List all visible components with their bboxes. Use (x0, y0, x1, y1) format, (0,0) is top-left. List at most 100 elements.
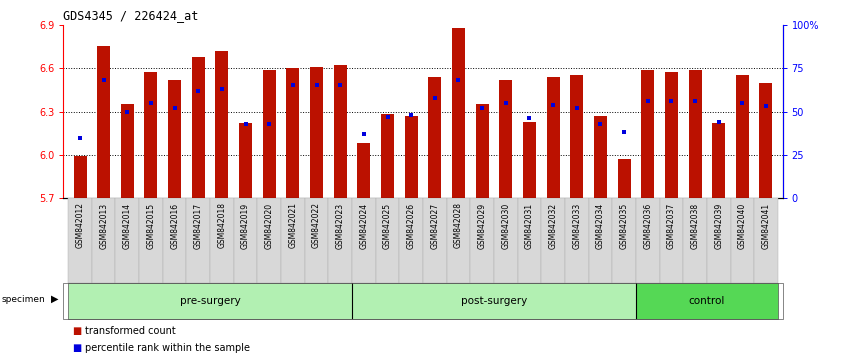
Text: control: control (689, 296, 725, 306)
Bar (352, 283, 636, 319)
Bar (186, 198, 210, 283)
Text: GSM842012: GSM842012 (75, 202, 85, 249)
Bar (570, 75, 583, 198)
Text: GSM842035: GSM842035 (619, 202, 629, 249)
Bar (475, 104, 489, 198)
Text: GSM842026: GSM842026 (407, 202, 415, 249)
Bar (447, 198, 470, 283)
Bar (162, 198, 186, 283)
Bar (470, 198, 494, 283)
Text: GSM842013: GSM842013 (99, 202, 108, 249)
Text: GSM842016: GSM842016 (170, 202, 179, 249)
Bar (239, 123, 252, 198)
Text: GSM842028: GSM842028 (454, 202, 463, 249)
Bar (754, 198, 777, 283)
Bar (69, 198, 92, 283)
Text: GSM842032: GSM842032 (548, 202, 558, 249)
Text: GSM842033: GSM842033 (572, 202, 581, 249)
Bar (404, 116, 418, 198)
Bar (565, 198, 589, 283)
Bar (523, 122, 536, 198)
Bar (665, 73, 678, 198)
Bar (333, 65, 347, 198)
Bar (736, 75, 749, 198)
Bar (613, 198, 636, 283)
Bar (730, 198, 754, 283)
Bar (139, 198, 162, 283)
Bar (452, 28, 465, 198)
Bar (210, 198, 233, 283)
Bar (376, 198, 399, 283)
Bar (541, 198, 565, 283)
Text: transformed count: transformed count (85, 326, 175, 336)
Text: GSM842034: GSM842034 (596, 202, 605, 249)
Bar (263, 70, 276, 198)
Text: GSM842024: GSM842024 (360, 202, 368, 249)
Text: GSM842029: GSM842029 (478, 202, 486, 249)
Text: GSM842017: GSM842017 (194, 202, 203, 249)
Bar (547, 77, 559, 198)
Bar (494, 198, 518, 283)
Bar (641, 70, 654, 198)
Text: GSM842027: GSM842027 (431, 202, 439, 249)
Bar (712, 123, 725, 198)
Bar (216, 51, 228, 198)
Text: GSM842014: GSM842014 (123, 202, 132, 249)
Bar (92, 198, 116, 283)
Text: GSM842038: GSM842038 (690, 202, 700, 249)
Bar (684, 198, 707, 283)
Bar (257, 198, 281, 283)
Text: ▶: ▶ (51, 294, 58, 304)
Text: GSM842031: GSM842031 (525, 202, 534, 249)
Text: post-surgery: post-surgery (461, 296, 527, 306)
Bar (618, 159, 630, 198)
Text: GSM842036: GSM842036 (643, 202, 652, 249)
Text: specimen: specimen (2, 295, 46, 304)
Bar (423, 198, 447, 283)
Bar (233, 198, 257, 283)
Text: GSM842023: GSM842023 (336, 202, 344, 249)
Bar (145, 73, 157, 198)
Bar (74, 156, 86, 198)
Bar (305, 198, 328, 283)
Text: ■: ■ (72, 326, 81, 336)
Text: GSM842039: GSM842039 (714, 202, 723, 249)
Bar (594, 116, 607, 198)
Bar (707, 198, 730, 283)
Bar (328, 198, 352, 283)
Bar (636, 198, 660, 283)
Text: GSM842041: GSM842041 (761, 202, 771, 249)
Bar (168, 80, 181, 198)
Bar (399, 198, 423, 283)
Text: GSM842025: GSM842025 (383, 202, 392, 249)
Text: GSM842020: GSM842020 (265, 202, 274, 249)
Bar (116, 198, 139, 283)
Text: GSM842040: GSM842040 (738, 202, 747, 249)
Bar (192, 57, 205, 198)
Text: percentile rank within the sample: percentile rank within the sample (85, 343, 250, 353)
Bar (636, 283, 777, 319)
Bar (589, 198, 613, 283)
Text: GSM842021: GSM842021 (288, 202, 298, 249)
Bar (357, 143, 371, 198)
Bar (760, 82, 772, 198)
Text: GSM842030: GSM842030 (502, 202, 510, 249)
Bar (281, 198, 305, 283)
Text: GSM842015: GSM842015 (146, 202, 156, 249)
Text: GSM842037: GSM842037 (667, 202, 676, 249)
Bar (660, 198, 684, 283)
Bar (97, 46, 110, 198)
Bar (381, 114, 394, 198)
Bar (518, 198, 541, 283)
Bar (287, 68, 299, 198)
Text: pre-surgery: pre-surgery (179, 296, 240, 306)
Text: GSM842018: GSM842018 (217, 202, 227, 249)
Bar (69, 283, 352, 319)
Bar (689, 70, 701, 198)
Text: GDS4345 / 226424_at: GDS4345 / 226424_at (63, 9, 199, 22)
Bar (428, 77, 442, 198)
Text: GSM842019: GSM842019 (241, 202, 250, 249)
Bar (352, 198, 376, 283)
Bar (310, 67, 323, 198)
Bar (121, 104, 134, 198)
